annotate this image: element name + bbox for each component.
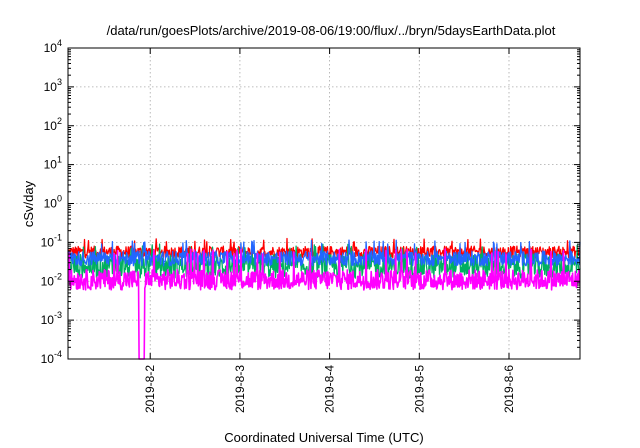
y-tick-label: 104 — [44, 38, 62, 55]
y-tick-label: 10-1 — [41, 232, 62, 249]
y-tick-label: 10-2 — [41, 271, 62, 288]
x-tick-label: 2019-8-3 — [233, 365, 247, 413]
y-tick-label: 101 — [44, 155, 62, 172]
grid — [68, 48, 580, 359]
y-tick-label: 10-3 — [41, 310, 62, 327]
y-tick-label: 102 — [44, 116, 62, 133]
x-tick-label: 2019-8-2 — [143, 365, 157, 413]
chart-title: /data/run/goesPlots/archive/2019-08-06/1… — [107, 23, 556, 38]
series-group — [67, 237, 581, 360]
series-line — [67, 248, 581, 360]
y-tick-label: 103 — [44, 77, 62, 94]
x-tick-label: 2019-8-6 — [502, 365, 516, 413]
x-ticks: 2019-8-2 2019-8-3 2019-8-4 2019-8-5 2019-8-6 — [143, 48, 516, 413]
y-tick-label: 10-4 — [41, 349, 62, 366]
y-ticks: 10-4 10-3 10-2 10-1 100 101 102 103 104 — [41, 38, 580, 366]
y-tick-label: 100 — [44, 194, 62, 211]
y-axis-label: cSv/day — [21, 180, 36, 227]
x-axis-label: Coordinated Universal Time (UTC) — [224, 430, 423, 445]
x-tick-label: 2019-8-4 — [323, 365, 337, 413]
x-tick-label: 2019-8-5 — [412, 365, 426, 413]
